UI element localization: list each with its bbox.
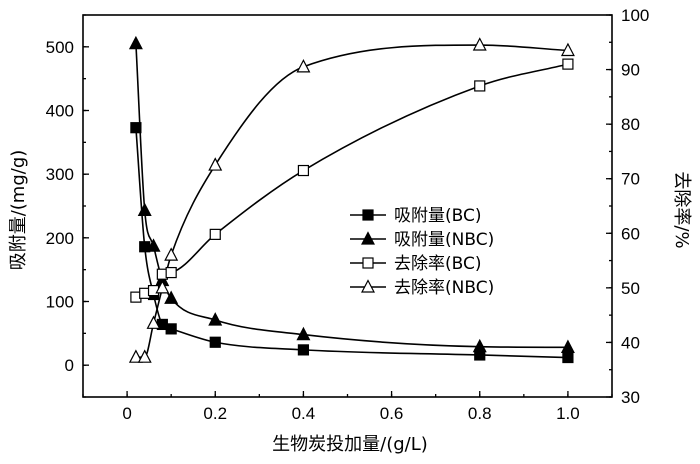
left-y-axis-title: 吸附量/(mg/g) (8, 150, 29, 271)
legend-marker-3 (362, 257, 374, 269)
left-y-tick-label: 100 (46, 293, 74, 312)
data-markers (128, 35, 575, 364)
data-point-series-3 (562, 58, 574, 70)
data-point-series-3 (474, 80, 486, 92)
right-y-tick-label: 40 (621, 333, 640, 352)
right-y-tick-label: 100 (621, 6, 649, 25)
data-point-series-2 (146, 238, 161, 252)
data-point-series-4 (137, 349, 152, 363)
x-tick-label: 0.4 (292, 404, 316, 423)
x-tick-label: 0.2 (203, 404, 227, 423)
fit-curve-1 (135, 127, 568, 359)
data-point-series-2 (472, 338, 487, 353)
data-point-series-4 (146, 315, 161, 329)
left-y-tick-label: 400 (46, 102, 74, 121)
fit-curves (135, 43, 569, 359)
legend-marker-2 (361, 231, 375, 245)
right-y-axis-title: 去除率/% (671, 171, 692, 248)
x-axis-title: 生物炭投加量/(g/L) (272, 434, 428, 455)
data-point-series-2 (208, 312, 223, 326)
data-point-series-2 (296, 326, 311, 341)
legend-marker-1 (362, 209, 374, 221)
legend-label-2: 吸附量(NBC) (394, 230, 494, 250)
x-axis-ticks: 0 0.2 0.4 0.6 0.8 1.0 (82, 391, 613, 423)
legend-label-3: 去除率(BC) (394, 254, 482, 274)
right-y-axis-ticks: 30 40 50 60 70 80 90 100 (606, 6, 649, 407)
data-point-series-2 (128, 35, 143, 50)
data-point-series-4 (208, 157, 223, 171)
data-point-series-2 (560, 339, 575, 353)
fit-curve-4 (135, 44, 568, 358)
data-point-series-4 (128, 349, 143, 363)
left-y-tick-label: 500 (46, 38, 74, 57)
legend: 吸附量(BC) 吸附量(NBC) 去除率(BC) 去除率(NBC) (350, 206, 494, 298)
x-tick-label: 0 (122, 404, 131, 423)
data-point-series-4 (560, 42, 575, 57)
data-point-series-3 (165, 266, 177, 279)
fit-curve-3 (135, 63, 569, 298)
data-point-series-4 (164, 247, 179, 261)
left-y-tick-label: 200 (46, 229, 74, 248)
data-point-series-1 (165, 323, 177, 335)
legend-label-1: 吸附量(BC) (394, 206, 482, 226)
data-point-series-2 (137, 202, 152, 217)
left-y-tick-label: 300 (46, 165, 74, 184)
right-y-tick-label: 70 (621, 170, 640, 189)
x-tick-label: 0.6 (380, 404, 404, 423)
legend-label-4: 去除率(NBC) (394, 278, 494, 298)
left-y-axis-ticks: 0 100 200 300 400 500 (46, 14, 89, 398)
data-point-series-1 (209, 336, 221, 348)
data-point-series-1 (562, 351, 574, 364)
data-point-series-3 (297, 164, 310, 177)
x-tick-label: 1.0 (556, 404, 580, 423)
data-point-series-1 (130, 122, 142, 134)
right-y-tick-label: 80 (621, 115, 640, 134)
x-tick-label: 0.8 (468, 404, 492, 423)
right-y-tick-label: 30 (621, 388, 640, 407)
data-point-series-4 (472, 37, 487, 51)
right-y-tick-label: 60 (621, 224, 640, 243)
left-y-tick-label: 0 (65, 356, 74, 375)
data-point-series-2 (164, 290, 179, 304)
right-y-tick-label: 90 (621, 61, 640, 80)
data-point-series-3 (209, 228, 221, 240)
fit-curve-2 (135, 43, 568, 349)
data-point-series-1 (297, 344, 310, 356)
data-point-series-4 (296, 59, 311, 73)
legend-marker-4 (361, 279, 375, 293)
data-point-series-4 (155, 280, 170, 294)
right-y-tick-label: 50 (621, 279, 640, 298)
